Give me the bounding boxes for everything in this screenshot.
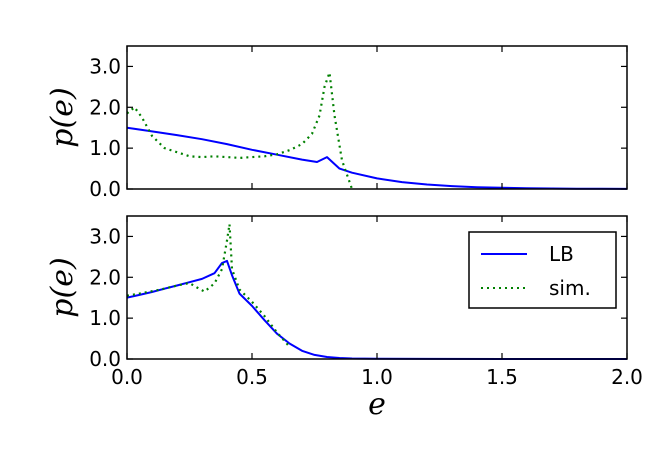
x-axis-label: e — [368, 387, 386, 422]
y-tick-label: 3.0 — [89, 54, 121, 78]
x-tick-label: 1.5 — [486, 365, 518, 389]
legend-entry-label: LB — [549, 242, 574, 266]
plot-frame — [126, 45, 628, 190]
x-tick-label: 1.0 — [361, 365, 393, 389]
y-tick-label: 0.0 — [89, 347, 121, 371]
x-tick-label: 2.0 — [611, 365, 643, 389]
y-axis-label: p(e) — [45, 257, 80, 317]
top-panel: 0.0 1.0 2.0 3.0 p(e) — [45, 45, 628, 201]
y-tick-label: 3.0 — [89, 224, 121, 248]
x-tick-label: 0.5 — [236, 365, 268, 389]
series-sim-line — [126, 71, 354, 190]
y-tick-label: 2.0 — [89, 95, 121, 119]
legend-box — [468, 231, 617, 309]
bottom-panel: 0.0 1.0 2.0 3.0 0.0 0.5 1.0 1.5 2.0 p(e) e LB sim. — [45, 215, 643, 422]
y-axis-label: p(e) — [45, 87, 80, 147]
legend-entry-label: sim. — [549, 276, 591, 300]
x-tick-label: 0.0 — [111, 365, 143, 389]
legend: LB sim. — [468, 231, 617, 309]
y-tick-label: 1.0 — [89, 306, 121, 330]
y-tick-label: 1.0 — [89, 136, 121, 160]
y-tick-label: 2.0 — [89, 265, 121, 289]
series-lb-line — [126, 126, 628, 190]
series-sim-line — [126, 223, 291, 348]
y-tick-label: 0.0 — [89, 177, 121, 201]
